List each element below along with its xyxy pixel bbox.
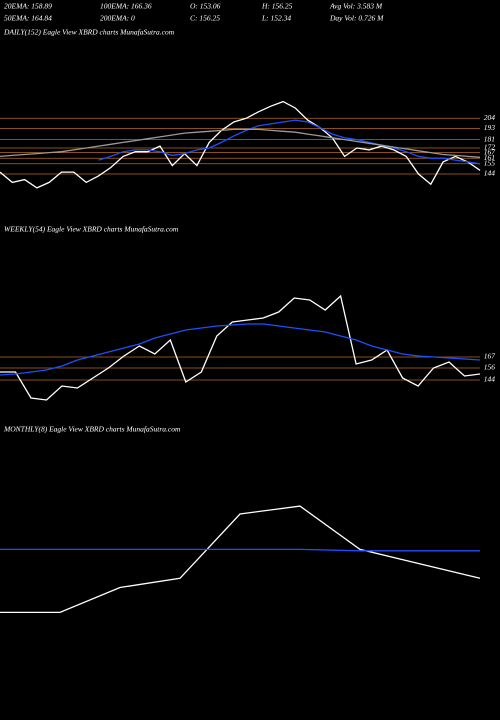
y-tick-label: 193 xyxy=(484,123,496,132)
y-tick-label: 204 xyxy=(484,113,496,122)
series-line xyxy=(0,128,481,158)
y-tick-label: 161 xyxy=(484,153,495,162)
header-stat: 100EMA: 166.36 xyxy=(100,2,152,11)
y-tick-label: 172 xyxy=(484,143,496,152)
y-tick-label: 144 xyxy=(484,375,496,384)
y-tick-label: 181 xyxy=(484,134,495,143)
y-tick-label: 167 xyxy=(484,147,496,156)
header-stat: H: 156.25 xyxy=(261,2,293,11)
header-stat: 20EMA: 158.89 xyxy=(4,2,52,11)
header-stat: 200EMA: 0 xyxy=(100,14,135,23)
series-line xyxy=(0,294,481,401)
header-stat: Day Vol: 0.726 M xyxy=(329,14,384,23)
y-tick-label: 156 xyxy=(484,363,496,372)
series-line xyxy=(0,323,481,376)
panel-title: DAILY(152) Eagle View XBRD charts Munafa… xyxy=(3,28,175,37)
header-stat: L: 152.34 xyxy=(261,14,291,23)
y-tick-label: 167 xyxy=(484,352,496,361)
y-tick-label: 144 xyxy=(484,169,496,178)
series-line xyxy=(98,119,481,165)
series-line xyxy=(0,100,481,189)
header-stat: O: 153.06 xyxy=(190,2,221,11)
header-stat: C: 156.25 xyxy=(190,14,220,23)
panel-title: MONTHLY(8) Eagle View XBRD charts Munafa… xyxy=(3,425,181,434)
series-line xyxy=(0,548,480,552)
panel-title: WEEKLY(54) Eagle View XBRD charts Munafa… xyxy=(4,225,179,234)
series-line xyxy=(0,505,481,614)
y-tick-label: 155 xyxy=(484,159,496,168)
header-stat: Avg Vol: 3.583 M xyxy=(329,2,383,11)
header-stat: 50EMA: 164.84 xyxy=(4,14,52,23)
